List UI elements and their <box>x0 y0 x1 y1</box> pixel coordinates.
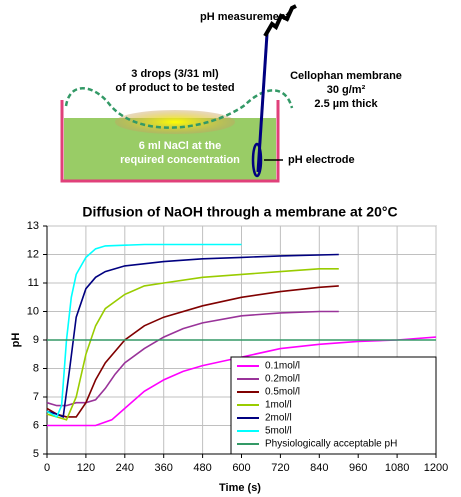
diagram: pH measurement 3 drops (3/31 ml) of prod… <box>60 4 402 183</box>
legend-label: 1mol/l <box>265 400 292 411</box>
y-tick-label: 8 <box>33 362 39 374</box>
y-axis-label: pH <box>10 333 22 348</box>
x-tick-label: 1080 <box>385 462 409 474</box>
x-tick-label: 240 <box>116 462 134 474</box>
legend-label: 5mol/l <box>265 426 292 437</box>
y-tick-label: 11 <box>28 277 39 289</box>
x-tick-label: 480 <box>193 462 211 474</box>
x-axis-label: Time (s) <box>219 482 261 494</box>
x-tick-label: 720 <box>271 462 289 474</box>
chart: Diffusion of NaOH through a membrane at … <box>10 204 448 494</box>
product-drop <box>115 110 235 134</box>
series-line <box>46 253 339 419</box>
x-tick-label: 120 <box>77 462 95 474</box>
series-line <box>47 336 437 427</box>
y-tick-label: 6 <box>33 419 39 431</box>
label: 3 drops (3/31 ml) <box>131 68 219 80</box>
label: Cellophan membrane <box>290 70 402 82</box>
y-tick-label: 13 <box>27 220 39 232</box>
cable <box>263 4 297 38</box>
chart-title: Diffusion of NaOH through a membrane at … <box>82 204 397 220</box>
label: 30 g/m² <box>327 84 366 96</box>
legend-label: Physiologically acceptable pH <box>265 439 397 450</box>
legend-label: 0.1mol/l <box>265 361 300 372</box>
x-tick-label: 360 <box>155 462 173 474</box>
legend <box>230 356 437 455</box>
legend-label: 0.5mol/l <box>265 387 300 398</box>
y-tick-label: 9 <box>33 334 39 346</box>
label: pH measurement <box>200 11 290 23</box>
label: pH electrode <box>288 154 355 166</box>
label: 6 ml NaCl at the <box>139 140 222 152</box>
x-tick-label: 840 <box>310 462 328 474</box>
y-tick-label: 7 <box>33 391 39 403</box>
electrode-bulb <box>251 142 263 178</box>
x-tick-label: 600 <box>232 462 250 474</box>
label: required concentration <box>120 154 240 166</box>
series-line <box>46 243 242 419</box>
y-tick-label: 5 <box>33 448 39 460</box>
x-tick-label: 0 <box>44 462 50 474</box>
series-line <box>46 268 339 421</box>
membrane <box>64 87 294 129</box>
x-tick-label: 1200 <box>424 462 448 474</box>
legend-label: 0.2mol/l <box>265 374 300 385</box>
y-tick-label: 10 <box>27 305 39 317</box>
label: of product to be tested <box>115 82 234 94</box>
label: 2.5 µm thick <box>314 98 378 110</box>
container <box>60 100 280 183</box>
x-tick-label: 960 <box>349 462 367 474</box>
legend-label: 2mol/l <box>265 413 292 424</box>
y-tick-label: 12 <box>27 248 39 260</box>
